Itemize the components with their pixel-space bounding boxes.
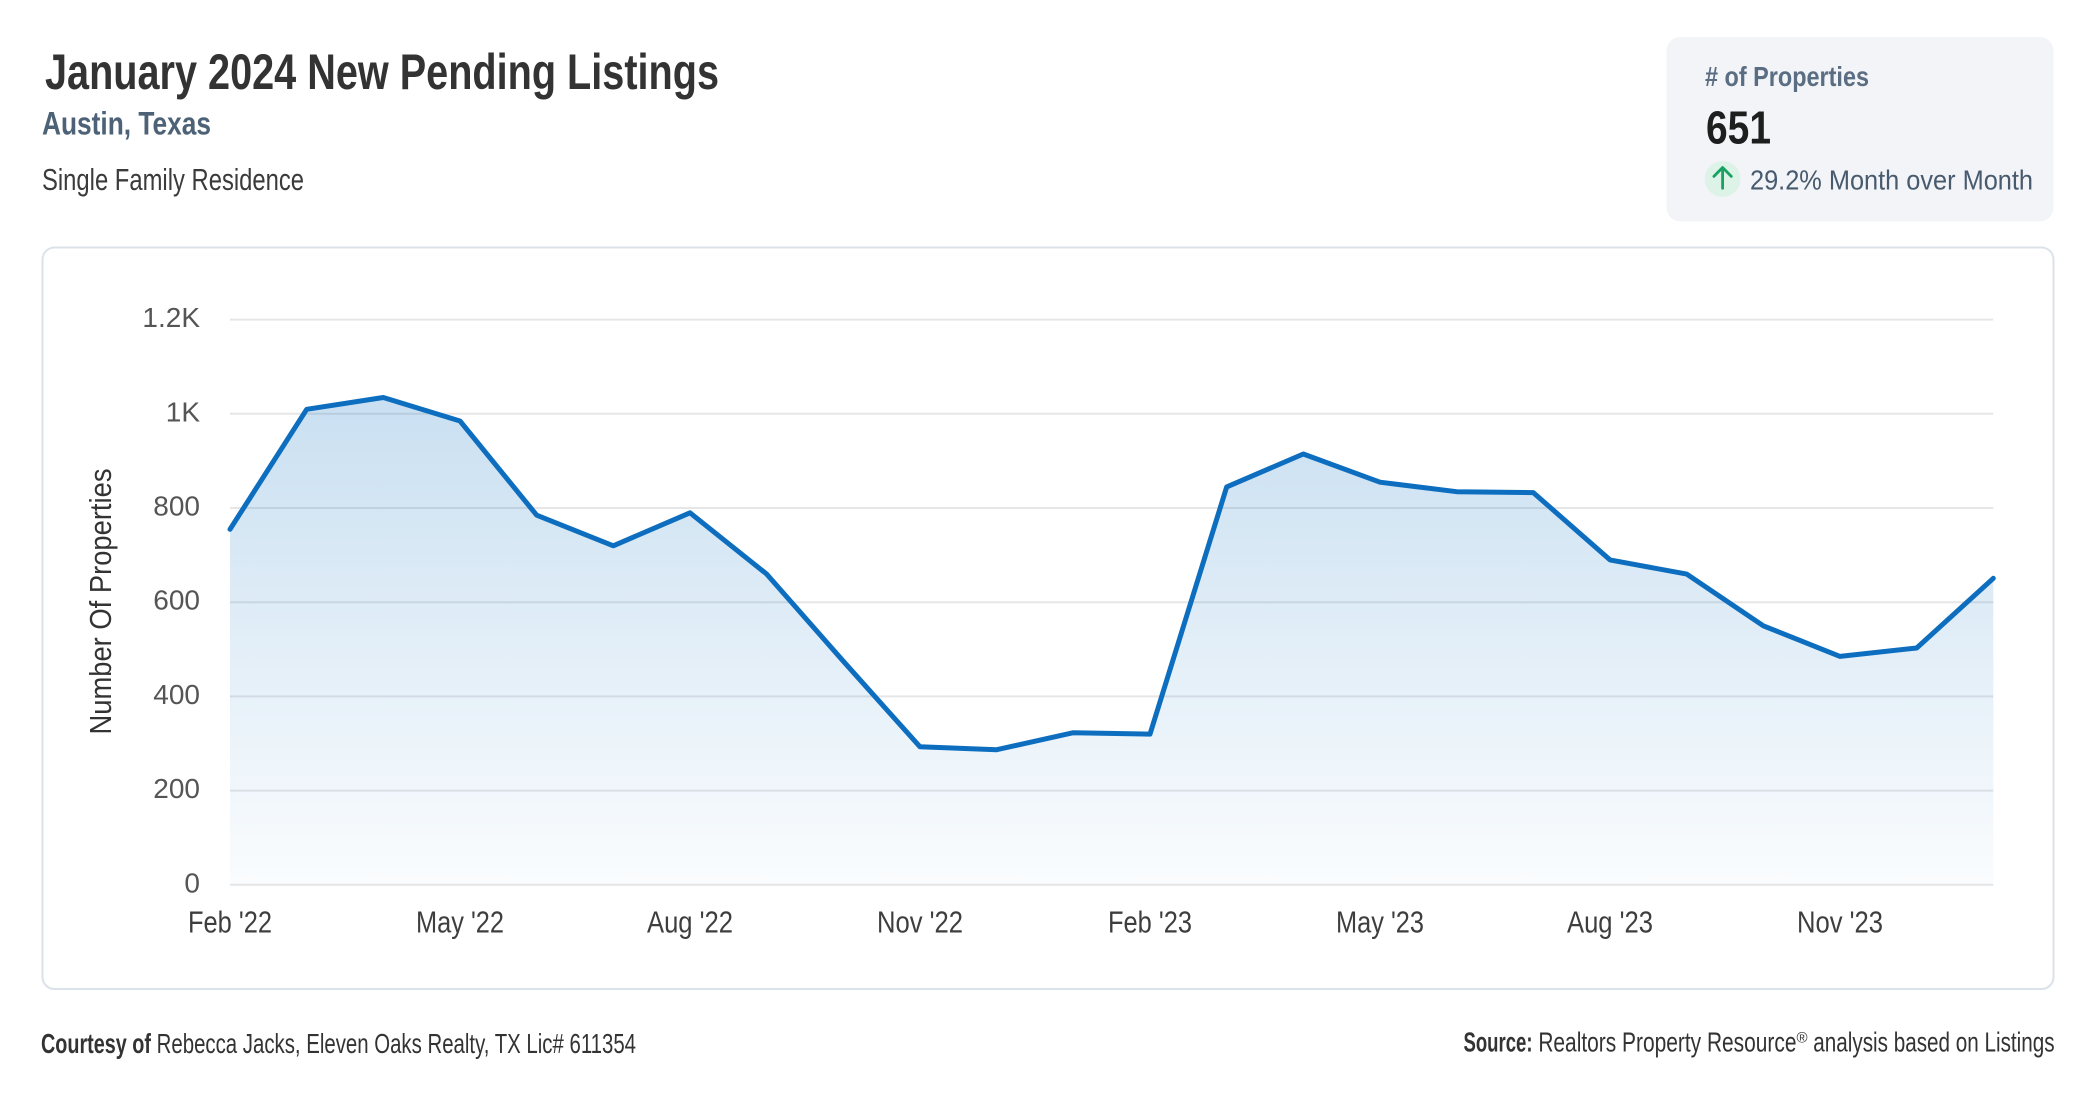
svg-text:May '22: May '22 [416, 905, 504, 940]
svg-text:Number Of Properties: Number Of Properties [83, 469, 118, 735]
svg-text:600: 600 [153, 585, 200, 616]
svg-text:Feb '22: Feb '22 [188, 905, 272, 940]
svg-text:Aug '22: Aug '22 [647, 905, 733, 940]
svg-text:Aug '23: Aug '23 [1567, 905, 1653, 940]
svg-text:Austin, Texas: Austin, Texas [42, 106, 211, 142]
svg-text:Courtesy of Rebecca Jacks, Ele: Courtesy of Rebecca Jacks, Eleven Oaks R… [41, 1028, 636, 1059]
svg-text:0: 0 [184, 867, 200, 898]
svg-text:651: 651 [1706, 102, 1771, 154]
svg-text:1K: 1K [166, 396, 201, 427]
svg-text:Nov '23: Nov '23 [1797, 905, 1883, 940]
svg-text:Feb '23: Feb '23 [1108, 905, 1192, 940]
svg-text:January 2024 New Pending Listi: January 2024 New Pending Listings [45, 44, 719, 100]
svg-text:1.2K: 1.2K [142, 302, 200, 333]
svg-text:29.2% Month over Month: 29.2% Month over Month [1750, 164, 2033, 195]
svg-text:400: 400 [153, 679, 200, 710]
svg-text:# of Properties: # of Properties [1705, 61, 1869, 92]
svg-text:200: 200 [153, 773, 200, 804]
svg-text:800: 800 [153, 491, 200, 522]
svg-text:Nov '22: Nov '22 [877, 905, 963, 940]
svg-text:Single Family Residence: Single Family Residence [42, 162, 304, 197]
svg-text:May '23: May '23 [1336, 905, 1424, 940]
svg-text:Source: Realtors Property Reso: Source: Realtors Property Resource® anal… [1464, 1026, 2055, 1057]
